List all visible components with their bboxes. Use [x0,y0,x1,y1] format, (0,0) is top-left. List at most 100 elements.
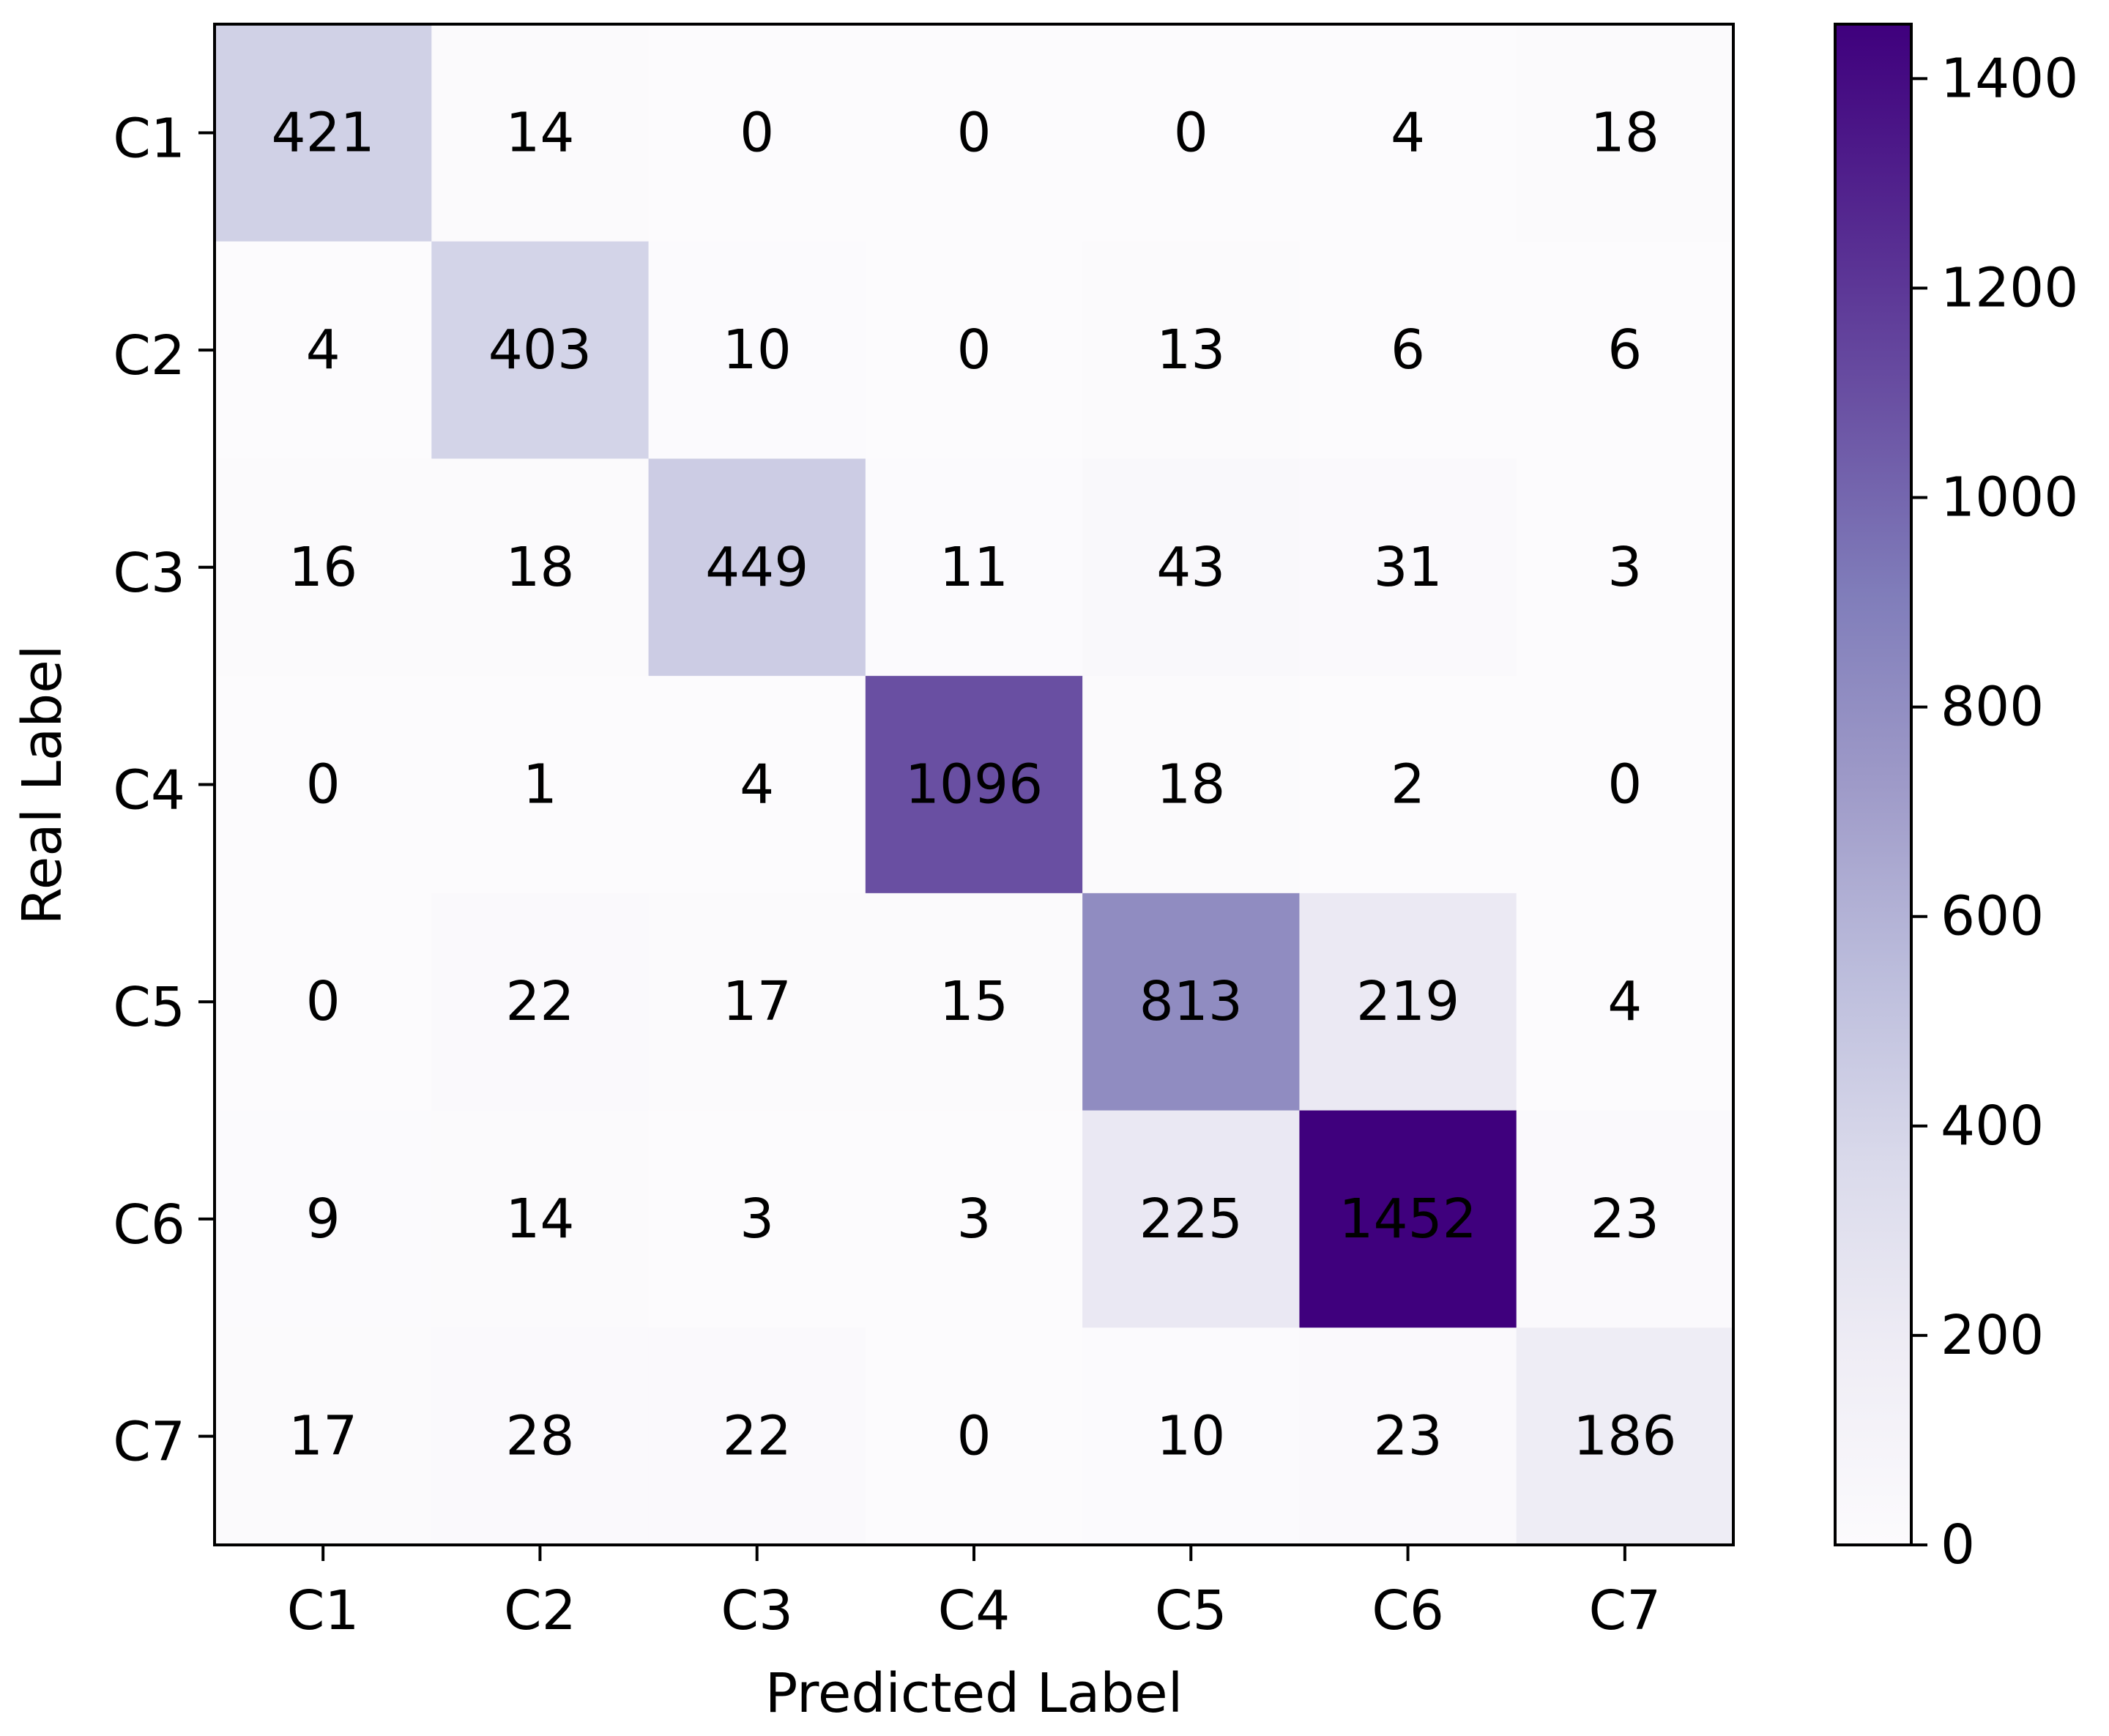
heatmap-cell-r7-c2 [431,1327,650,1546]
heatmap-cell-r6-c6 [1299,1110,1517,1328]
heatmap-cell-r6-c7 [1516,1110,1734,1328]
heatmap-cell-r7-c1 [215,1327,432,1546]
cell-value-label: 23 [1591,1188,1659,1251]
cell-value-label: 1452 [1339,1188,1476,1251]
heatmap-cell-r2-c6 [1299,241,1517,459]
cell-value-label: 3 [740,1188,774,1251]
cell-value-label: 1 [523,753,557,816]
colorbar-tick-label: 1200 [1941,256,2078,319]
cell-value-label: 0 [306,970,341,1033]
heatmap-cell-r1-c2 [431,24,650,242]
cell-value-label: 10 [723,318,792,381]
heatmap-cell-r7-c6 [1299,1327,1517,1546]
heatmap-cell-r4-c4 [865,676,1083,894]
colorbar [1834,23,1913,1546]
heatmap-cell-r3-c5 [1082,458,1300,677]
heatmap-cells [215,24,1734,1546]
heatmap-cell-r5-c6 [1299,893,1517,1111]
heatmap-cell-r2-c5 [1082,241,1300,459]
y-tick-label: C2 [113,324,185,387]
x-tick-label: C4 [938,1579,1011,1642]
x-tick-label: C6 [1372,1579,1444,1642]
colorbar-tick-label: 600 [1941,885,2044,948]
heatmap-cell-r6-c5 [1082,1110,1300,1328]
y-axis-title: Real Label [11,645,74,925]
cell-value-label: 6 [1607,318,1642,381]
heatmap-cell-r4-c6 [1299,676,1517,894]
heatmap-cell-r4-c2 [431,676,650,894]
y-tick-label: C4 [113,759,185,822]
cell-value-label: 0 [1174,101,1208,164]
cell-value-label: 4 [740,753,774,816]
heatmap-cell-r1-c4 [865,24,1083,242]
heatmap-cell-r6-c2 [431,1110,650,1328]
cell-value-label: 0 [1607,753,1642,816]
cell-value-label: 15 [940,970,1008,1033]
y-tick-label: C7 [113,1411,185,1474]
cell-value-label: 14 [505,101,574,164]
heatmap-cell-r3-c1 [215,458,432,677]
cell-value-label: 22 [723,1405,792,1468]
cell-value-label: 22 [505,970,574,1033]
cell-value-label: 17 [723,970,792,1033]
heatmap-cell-r7-c5 [1082,1327,1300,1546]
y-tick-label: C6 [113,1193,185,1256]
y-tick-label: C1 [113,107,185,170]
cell-value-label: 18 [1156,753,1225,816]
cell-value-label: 4 [1607,970,1642,1033]
x-axis-ticks: C1 C2 C3 C4 C5 C6 C7 [287,1545,1661,1642]
cell-value-label: 219 [1356,970,1459,1033]
y-tick-label: C5 [113,976,185,1039]
cell-value-label: 449 [705,536,808,599]
cell-value-label: 11 [940,536,1008,599]
cell-value-label: 10 [1156,1405,1225,1468]
heatmap-cell-r1-c5 [1082,24,1300,242]
x-axis-title: Predicted Label [765,1662,1183,1725]
cell-value-label: 1096 [905,753,1043,816]
heatmap-cell-r3-c3 [648,458,866,677]
cell-value-label: 421 [272,101,375,164]
x-tick-label: C3 [721,1579,793,1642]
cell-value-label: 17 [289,1405,357,1468]
heatmap-cell-r2-c4 [865,241,1083,459]
cell-value-label: 0 [956,318,991,381]
heatmap-cell-r6-c1 [215,1110,432,1328]
cell-value-labels: 421 14 0 0 0 4 184 403 10 0 13 6 616 18 449 11 43 31 30 1 4 1… [272,101,1677,1467]
colorbar-ticks: 0 200 400 600 800 1000 1200 1400 [1911,47,2078,1576]
heatmap-cell-r6-c4 [865,1110,1083,1328]
heatmap-cell-r5-c1 [215,893,432,1111]
heatmap-cell-r1-c6 [1299,24,1517,242]
colorbar-tick-label: 1400 [1941,47,2078,110]
heatmap-cell-r7-c7 [1516,1327,1734,1546]
cell-value-label: 31 [1373,536,1442,599]
cell-value-label: 0 [956,101,991,164]
cell-value-label: 2 [1391,753,1425,816]
heatmap-cell-r5-c5 [1082,893,1300,1111]
cell-value-label: 813 [1139,970,1243,1033]
cell-value-label: 16 [289,536,357,599]
heatmap-cell-r2-c2 [431,241,650,459]
heatmap-cell-r2-c3 [648,241,866,459]
cell-value-label: 9 [306,1188,341,1251]
heatmap-cell-r3-c4 [865,458,1083,677]
colorbar-tick-label: 800 [1941,676,2044,739]
cell-value-label: 3 [1607,536,1642,599]
cell-value-label: 14 [505,1188,574,1251]
colorbar-tick-label: 400 [1941,1095,2044,1158]
y-axis-ticks: C1 C2 C3 C4 C5 C6 C7 [113,107,215,1474]
x-tick-label: C2 [504,1579,576,1642]
heatmap-cell-r5-c3 [648,893,866,1111]
heatmap-cell-r1-c3 [648,24,866,242]
heatmap-cell-r1-c7 [1516,24,1734,242]
cell-value-label: 13 [1156,318,1225,381]
heatmap-cell-r7-c3 [648,1327,866,1546]
x-tick-label: C5 [1155,1579,1227,1642]
cell-value-label: 0 [956,1405,991,1468]
cell-value-label: 3 [956,1188,991,1251]
heatmap-cell-r4-c5 [1082,676,1300,894]
heatmap-cell-r2-c1 [215,241,432,459]
heatmap-cell-r1-c1 [215,24,432,242]
y-tick-label: C3 [113,542,185,605]
cell-value-label: 4 [306,318,341,381]
